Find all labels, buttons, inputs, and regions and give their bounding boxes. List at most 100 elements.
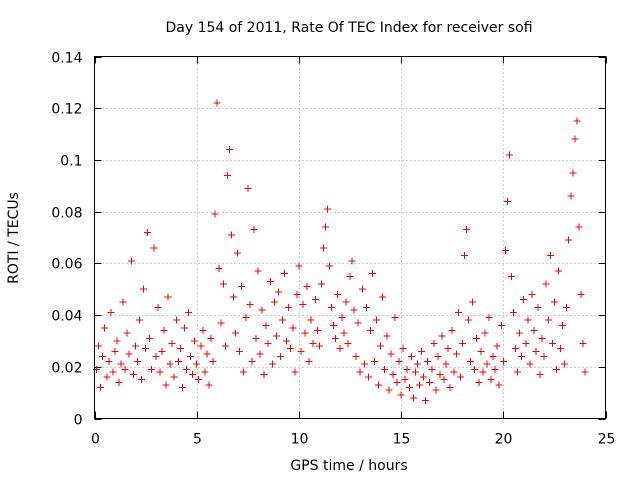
data-point <box>248 358 256 366</box>
data-point <box>129 371 137 379</box>
data-point <box>332 334 340 342</box>
data-point <box>168 340 176 348</box>
data-point <box>475 378 483 386</box>
data-point <box>299 301 307 309</box>
data-point <box>434 352 442 360</box>
data-point <box>438 332 446 340</box>
data-point <box>326 262 334 270</box>
data-point <box>148 365 156 373</box>
data-point <box>458 340 466 348</box>
y-axis-label: ROTI / TECUs <box>6 192 22 284</box>
data-point <box>338 314 346 322</box>
data-point <box>393 378 401 386</box>
x-tick-label: 10 <box>291 432 309 448</box>
data-point <box>460 252 468 260</box>
data-point <box>530 327 538 335</box>
data-point <box>117 360 125 368</box>
data-point <box>123 329 131 337</box>
x-tick-label: 15 <box>393 432 411 448</box>
data-point <box>389 371 397 379</box>
data-point <box>162 381 170 389</box>
data-point <box>205 381 213 389</box>
data-point <box>268 360 276 368</box>
data-point <box>346 272 354 280</box>
data-point <box>397 391 405 399</box>
data-point <box>366 327 374 335</box>
data-point <box>166 360 174 368</box>
data-point <box>258 306 266 314</box>
data-point <box>293 290 301 298</box>
y-tick-label: 0.08 <box>51 206 82 222</box>
data-point <box>383 332 391 340</box>
data-point <box>495 381 503 389</box>
data-point <box>387 350 395 358</box>
data-point <box>264 340 272 348</box>
data-point <box>199 327 207 335</box>
data-point <box>575 223 583 231</box>
data-point <box>180 324 188 332</box>
axis-ticks <box>94 56 607 420</box>
data-point <box>146 334 154 342</box>
data-point <box>189 371 197 379</box>
data-points <box>93 99 589 404</box>
data-point <box>281 270 289 278</box>
data-point <box>554 267 562 275</box>
data-point <box>360 360 368 368</box>
data-point <box>289 324 297 332</box>
data-point <box>401 376 409 384</box>
data-point <box>499 358 507 366</box>
data-point <box>125 350 133 358</box>
data-point <box>344 340 352 348</box>
data-point <box>191 337 199 345</box>
data-point <box>358 285 366 293</box>
data-point <box>328 303 336 311</box>
data-point <box>528 290 536 298</box>
data-point <box>272 332 280 340</box>
data-point <box>309 340 317 348</box>
data-point <box>532 347 540 355</box>
data-point <box>426 378 434 386</box>
data-point <box>127 257 135 265</box>
data-point <box>254 267 262 275</box>
data-point <box>436 371 444 379</box>
data-point <box>505 151 513 159</box>
data-point <box>256 350 264 358</box>
data-point <box>111 347 119 355</box>
data-point <box>97 383 105 391</box>
data-point <box>279 316 287 324</box>
data-point <box>557 345 565 353</box>
data-point <box>354 319 362 327</box>
data-point <box>381 365 389 373</box>
data-point <box>567 192 575 200</box>
data-point <box>283 337 291 345</box>
data-point <box>430 340 438 348</box>
data-point <box>442 360 450 368</box>
data-point <box>305 358 313 366</box>
data-point <box>334 290 342 298</box>
data-point <box>454 308 462 316</box>
data-point <box>105 358 113 366</box>
data-point <box>103 373 111 381</box>
data-point <box>107 308 115 316</box>
data-point <box>356 368 364 376</box>
data-point <box>520 296 528 304</box>
data-point <box>559 321 567 329</box>
data-point <box>536 371 544 379</box>
data-point <box>234 249 242 257</box>
y-tick-label: 0.12 <box>51 102 82 118</box>
data-point <box>538 334 546 342</box>
data-point <box>274 288 282 296</box>
data-point <box>497 321 505 329</box>
grid-lines <box>94 56 606 419</box>
data-point <box>491 365 499 373</box>
y-tick-label: 0.04 <box>51 309 82 325</box>
data-point <box>467 358 475 366</box>
data-point <box>219 280 227 288</box>
data-point <box>465 316 473 324</box>
data-point <box>352 352 360 360</box>
data-point <box>581 368 589 376</box>
data-point <box>379 293 387 301</box>
data-point <box>507 272 515 280</box>
data-point <box>321 223 329 231</box>
data-point <box>330 321 338 329</box>
